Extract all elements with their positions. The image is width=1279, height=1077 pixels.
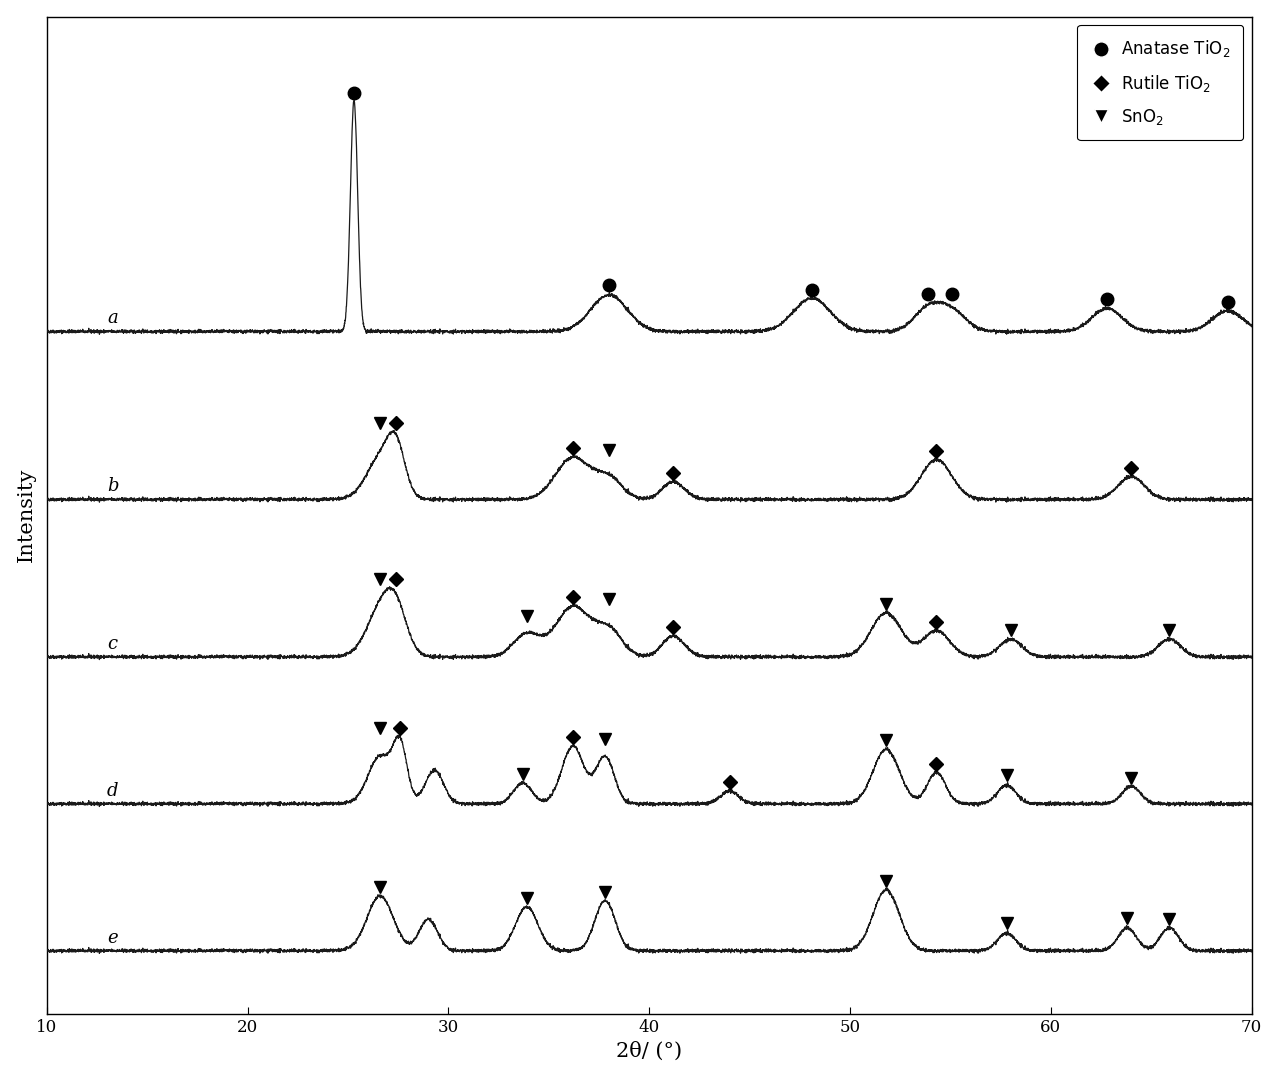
- Y-axis label: Intensity: Intensity: [17, 468, 36, 562]
- Text: e: e: [107, 928, 118, 947]
- Text: a: a: [107, 309, 118, 327]
- Text: d: d: [107, 782, 119, 799]
- Legend: Anatase TiO$_2$, Rutile TiO$_2$, SnO$_2$: Anatase TiO$_2$, Rutile TiO$_2$, SnO$_2$: [1077, 25, 1243, 140]
- Text: b: b: [107, 477, 119, 495]
- X-axis label: 2θ/ (°): 2θ/ (°): [616, 1041, 682, 1061]
- Text: c: c: [107, 634, 118, 653]
